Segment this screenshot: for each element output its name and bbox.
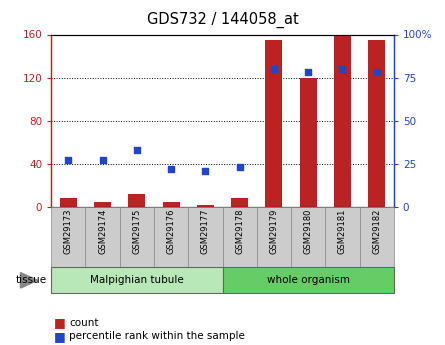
Text: GSM29181: GSM29181 [338, 209, 347, 254]
Bar [51, 267, 223, 293]
Bar [334, 34, 351, 207]
Point [202, 168, 209, 174]
Point [339, 66, 346, 72]
Point [271, 66, 278, 72]
Bar [257, 207, 291, 267]
Text: GSM29176: GSM29176 [166, 209, 176, 254]
Text: percentile rank within the sample: percentile rank within the sample [69, 332, 245, 341]
Text: GSM29178: GSM29178 [235, 209, 244, 254]
Bar [162, 201, 180, 207]
Bar [325, 207, 360, 267]
Point [373, 70, 380, 75]
Bar [222, 207, 257, 267]
Bar [197, 205, 214, 207]
Bar [154, 207, 188, 267]
Polygon shape [20, 273, 38, 288]
Bar [222, 267, 394, 293]
Bar [368, 40, 385, 207]
Text: GSM29180: GSM29180 [303, 209, 313, 254]
Bar [60, 198, 77, 207]
Point [236, 165, 243, 170]
Text: GSM29177: GSM29177 [201, 209, 210, 254]
Text: Malpighian tubule: Malpighian tubule [90, 275, 184, 285]
Point [134, 147, 141, 153]
Text: ■: ■ [53, 316, 65, 329]
Text: tissue: tissue [16, 275, 47, 285]
Text: GSM29175: GSM29175 [132, 209, 142, 254]
Bar [128, 194, 146, 207]
Text: GDS732 / 144058_at: GDS732 / 144058_at [146, 12, 299, 28]
Point [305, 70, 312, 75]
Bar [85, 207, 120, 267]
Point [99, 158, 106, 163]
Point [65, 158, 72, 163]
Bar [231, 198, 248, 207]
Text: GSM29173: GSM29173 [64, 209, 73, 254]
Text: GSM29182: GSM29182 [372, 209, 381, 254]
Text: GSM29174: GSM29174 [98, 209, 107, 254]
Text: count: count [69, 318, 98, 327]
Bar [94, 201, 111, 207]
Text: ■: ■ [53, 330, 65, 343]
Bar [188, 207, 222, 267]
Bar [51, 207, 85, 267]
Bar [291, 207, 325, 267]
Bar [265, 40, 283, 207]
Bar [299, 78, 317, 207]
Text: GSM29179: GSM29179 [269, 209, 279, 254]
Bar [120, 207, 154, 267]
Point [168, 166, 175, 172]
Text: whole organism: whole organism [267, 275, 350, 285]
Bar [360, 207, 394, 267]
